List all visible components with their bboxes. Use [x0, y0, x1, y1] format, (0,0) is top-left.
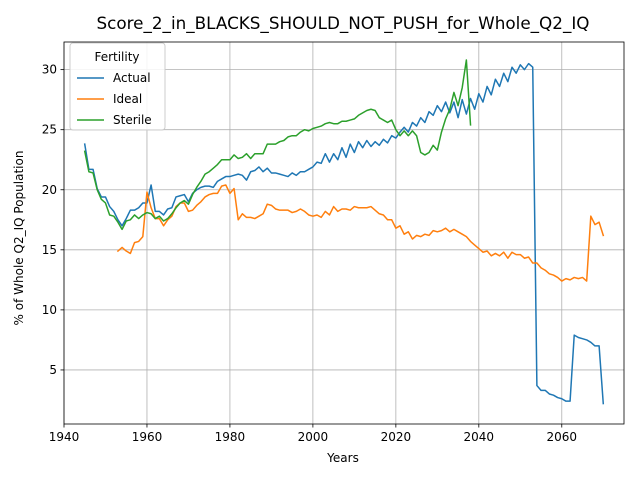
x-tick-label: 2060 — [547, 430, 578, 444]
y-tick-label: 15 — [42, 243, 57, 257]
legend-label-ideal: Ideal — [113, 92, 142, 106]
legend-title: Fertility — [94, 50, 139, 64]
legend: Fertility Actual Ideal Sterile — [70, 43, 165, 130]
legend-label-sterile: Sterile — [113, 113, 152, 127]
y-tick-label: 25 — [42, 123, 57, 137]
x-tick-label: 2000 — [298, 430, 329, 444]
chart-title: Score_2_in_BLACKS_SHOULD_NOT_PUSH_for_Wh… — [96, 13, 589, 34]
legend-label-actual: Actual — [113, 71, 151, 85]
x-tick-label: 1960 — [132, 430, 163, 444]
x-tick-label: 1940 — [49, 430, 80, 444]
y-axis-label: % of Whole Q2_IQ Population — [12, 151, 26, 326]
y-tick-label: 30 — [42, 63, 57, 77]
x-axis-label: Years — [326, 451, 359, 465]
x-tick-label: 2020 — [381, 430, 412, 444]
x-tick-label: 1980 — [215, 430, 246, 444]
y-tick-label: 5 — [49, 363, 57, 377]
y-tick-label: 20 — [42, 183, 57, 197]
x-tick-label: 2040 — [464, 430, 495, 444]
y-tick-label: 10 — [42, 303, 57, 317]
